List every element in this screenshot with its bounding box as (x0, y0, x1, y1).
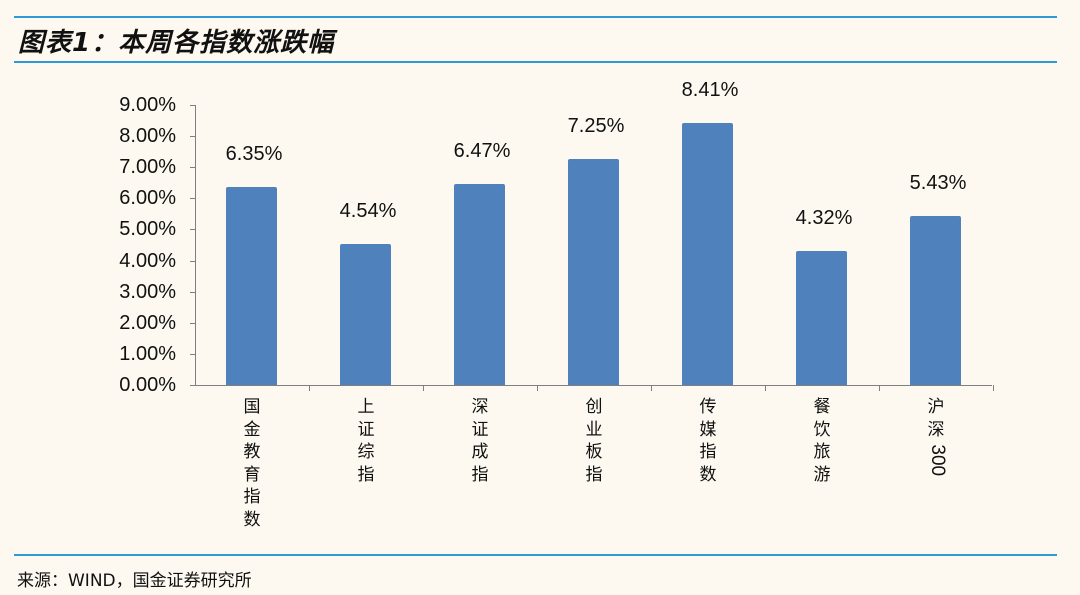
y-tick-mark (190, 323, 196, 324)
x-tick-mark (993, 385, 994, 391)
data-label: 4.32% (795, 206, 853, 229)
y-tick-mark (190, 261, 196, 262)
x-category-label: 创业板指 (585, 397, 603, 485)
y-tick-mark (190, 136, 196, 137)
bar (568, 159, 619, 385)
data-label: 7.25% (567, 115, 625, 138)
y-tick-label: 0.00% (119, 374, 176, 396)
y-tick-label: 8.00% (119, 125, 176, 148)
y-tick-mark (190, 229, 196, 230)
y-tick-mark (190, 198, 196, 199)
y-tick-mark (190, 354, 196, 355)
title-rule (14, 61, 1057, 63)
y-tick-label: 5.00% (119, 218, 176, 241)
y-tick-mark (190, 105, 196, 106)
data-label: 6.47% (453, 139, 511, 162)
bar (796, 250, 847, 385)
x-category-label: 沪深 300 (927, 397, 949, 477)
bar (226, 187, 277, 385)
x-tick-mark (765, 385, 766, 391)
x-category-label: 餐饮旅游 (813, 397, 831, 485)
y-tick-label: 1.00% (119, 342, 176, 365)
bar (340, 243, 391, 385)
x-tick-mark (309, 385, 310, 391)
bar (682, 123, 733, 385)
y-tick-mark (190, 167, 196, 168)
y-axis (195, 105, 196, 386)
data-label: 4.54% (339, 199, 397, 222)
y-tick-label: 7.00% (119, 156, 176, 179)
x-axis (195, 385, 992, 386)
x-tick-mark (423, 385, 424, 391)
y-tick-label: 4.00% (119, 249, 176, 272)
bar (910, 216, 961, 385)
x-tick-mark (651, 385, 652, 391)
x-tick-mark (537, 385, 538, 391)
y-tick-label: 3.00% (119, 280, 176, 303)
y-tick-mark (190, 385, 196, 386)
x-tick-mark (879, 385, 880, 391)
y-tick-mark (190, 292, 196, 293)
y-tick-label: 2.00% (119, 311, 176, 334)
y-tick-label: 9.00% (119, 94, 176, 116)
y-tick-label: 6.00% (119, 187, 176, 210)
source-note: 来源：WIND，国金证券研究所 (17, 571, 252, 591)
data-label: 6.35% (225, 143, 283, 166)
data-label: 8.41% (681, 79, 739, 102)
x-category-label: 国金教育指数 (243, 397, 261, 530)
data-label: 5.43% (909, 172, 967, 195)
x-category-label: 上证综指 (357, 397, 375, 485)
chart-title: 图表1：本周各指数涨跌幅 (18, 28, 335, 58)
x-category-label: 传媒指数 (699, 397, 717, 485)
x-category-label: 深证成指 (471, 397, 489, 485)
footer-rule (14, 554, 1057, 556)
bar (454, 183, 505, 385)
top-rule (14, 16, 1057, 18)
